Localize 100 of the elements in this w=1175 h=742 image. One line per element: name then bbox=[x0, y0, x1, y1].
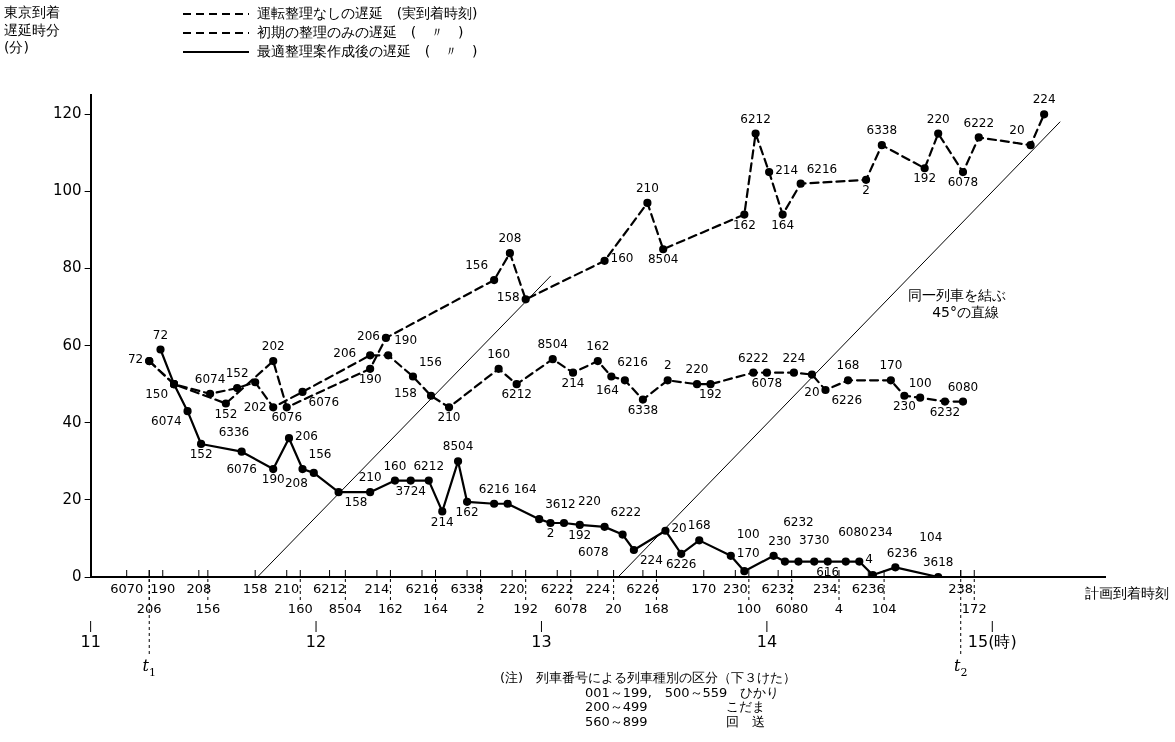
point bbox=[282, 403, 291, 412]
text: 170 bbox=[691, 580, 717, 596]
point bbox=[600, 256, 609, 265]
point bbox=[546, 518, 555, 528]
point bbox=[535, 515, 544, 524]
point bbox=[381, 333, 391, 343]
legend-label: 運転整理なしの遅延 (実到着時刻) bbox=[256, 4, 478, 23]
point bbox=[494, 364, 503, 373]
point bbox=[503, 499, 512, 508]
point bbox=[841, 557, 850, 566]
annotation: 152 bbox=[214, 406, 238, 421]
annotation: 20 bbox=[1009, 123, 1025, 138]
point bbox=[505, 249, 514, 258]
point bbox=[877, 141, 886, 150]
annotation: 214 bbox=[775, 162, 799, 177]
point bbox=[237, 447, 246, 456]
point bbox=[490, 275, 499, 285]
annotation: 234 bbox=[813, 580, 838, 596]
point bbox=[916, 393, 925, 402]
annotation: 72 bbox=[152, 327, 169, 342]
annotation: 6212 bbox=[501, 387, 532, 402]
annotation: 6078 bbox=[947, 175, 979, 190]
point bbox=[643, 198, 652, 208]
annotation: 164 bbox=[771, 217, 795, 232]
point bbox=[807, 370, 817, 379]
annotation: 8504 bbox=[442, 439, 474, 454]
annotation: 6338 bbox=[627, 402, 659, 417]
point bbox=[1026, 141, 1035, 150]
text: 158 bbox=[242, 580, 268, 596]
annotation: 162 bbox=[732, 217, 756, 232]
point bbox=[974, 133, 983, 142]
point bbox=[444, 403, 454, 412]
point bbox=[183, 407, 192, 416]
point bbox=[920, 164, 929, 173]
annotation: 206 bbox=[295, 428, 318, 443]
point bbox=[593, 356, 602, 366]
point bbox=[659, 245, 668, 254]
annotation: 6212 bbox=[413, 458, 445, 473]
point bbox=[284, 434, 294, 443]
annotation: 20 bbox=[671, 521, 687, 536]
point bbox=[796, 179, 805, 188]
y-tick-label: 80 bbox=[62, 258, 82, 277]
text: 168 bbox=[644, 600, 669, 616]
point bbox=[794, 557, 803, 566]
point bbox=[408, 372, 418, 381]
annotation: 156 bbox=[308, 447, 332, 462]
point bbox=[438, 507, 447, 516]
text: 560～899 回 送 bbox=[585, 713, 766, 730]
annotation: 6080 bbox=[947, 379, 979, 394]
y-tick-label: 40 bbox=[62, 412, 82, 431]
annotation: 2 bbox=[663, 358, 672, 373]
text: 214 bbox=[364, 580, 390, 596]
annotation: 210 bbox=[635, 181, 659, 196]
point bbox=[618, 530, 627, 539]
annotation: 6222 bbox=[963, 115, 995, 130]
text: 162 bbox=[378, 600, 403, 616]
annotation: 2 bbox=[546, 526, 555, 541]
annotation: 158 bbox=[344, 495, 368, 510]
annotation: 168 bbox=[836, 358, 860, 373]
point bbox=[269, 403, 278, 412]
point bbox=[334, 488, 343, 497]
text: 208 bbox=[186, 580, 212, 596]
point bbox=[740, 210, 749, 219]
point bbox=[424, 476, 433, 485]
point bbox=[453, 457, 463, 466]
annotation: 208 bbox=[284, 476, 308, 491]
text: 6338 bbox=[450, 580, 484, 596]
annotation: 3612 bbox=[545, 497, 576, 512]
text: 6222 bbox=[540, 580, 574, 596]
annotation: 6074 bbox=[151, 414, 182, 429]
annotation: 同一列車を結ぶ 45°の直線 bbox=[908, 286, 1007, 320]
point bbox=[821, 385, 830, 395]
point bbox=[156, 345, 165, 354]
point bbox=[762, 368, 771, 377]
text: 6212 bbox=[313, 580, 347, 596]
annotation: 6076 bbox=[308, 395, 340, 410]
text: 6078 bbox=[554, 600, 588, 616]
annotation: 156 bbox=[418, 354, 442, 369]
text: 20 bbox=[605, 600, 622, 616]
annotation: 192 bbox=[568, 528, 592, 543]
annotation: 192 bbox=[913, 171, 937, 186]
annotation: 6216 bbox=[806, 161, 838, 176]
annotation: 158 bbox=[496, 289, 520, 304]
point bbox=[269, 356, 278, 366]
annotation: 3724 bbox=[395, 483, 426, 498]
annotation: 202 bbox=[261, 339, 285, 354]
annotation: 164 bbox=[513, 481, 537, 496]
point bbox=[692, 380, 702, 389]
annotation: 168 bbox=[687, 518, 711, 533]
text: 6080 bbox=[775, 600, 809, 616]
annotation: 6222 bbox=[610, 505, 642, 519]
legend-label: 初期の整理のみの遅延 ( 〃 ) bbox=[256, 23, 464, 42]
point bbox=[521, 295, 530, 304]
point bbox=[940, 397, 950, 406]
point bbox=[406, 476, 415, 485]
annotation: 6076 bbox=[271, 410, 303, 425]
x-axis-title: 計画到着時刻 bbox=[1085, 585, 1169, 603]
point bbox=[384, 351, 393, 360]
annotation: 6226 bbox=[831, 393, 863, 408]
text: 210 bbox=[274, 580, 300, 596]
